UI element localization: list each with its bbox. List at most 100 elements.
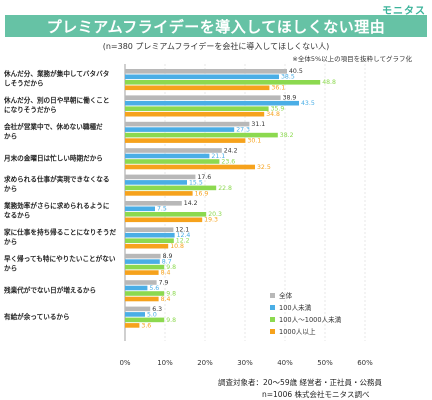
legend-label: 100人～1000人未満 <box>279 315 342 324</box>
data-label: 10.8 <box>170 243 184 250</box>
data-label: 12.4 <box>177 232 191 239</box>
data-label: 3.6 <box>141 322 151 329</box>
data-label: 9.8 <box>166 264 176 271</box>
category-label: 家に仕事を持ち帰ることになりそうだ <box>4 227 116 236</box>
bar <box>125 85 270 91</box>
data-label: 15.5 <box>189 179 203 186</box>
title-banner: プレミアムフライデーを導入してほしくない理由 <box>5 15 427 37</box>
bar <box>125 159 220 164</box>
bar <box>125 185 217 191</box>
bar <box>125 227 174 232</box>
bar <box>125 312 145 317</box>
x-tick-label: 40% <box>277 359 293 367</box>
survey-source: n=1006 株式会社モニタス調べ <box>262 390 370 399</box>
brand-logo: モニタス <box>382 6 426 17</box>
bar <box>125 69 287 74</box>
bar <box>125 270 159 275</box>
bar <box>125 217 203 223</box>
x-tick-label: 50% <box>317 359 333 367</box>
bar <box>125 138 246 143</box>
category-label: になりそうだから <box>4 105 57 114</box>
bar <box>125 306 151 312</box>
data-label: 27.3 <box>236 127 250 134</box>
bar <box>125 232 175 238</box>
bar <box>125 164 255 170</box>
category-label: から <box>4 238 17 246</box>
data-label: 32.5 <box>257 164 271 171</box>
bar <box>125 191 193 196</box>
data-label: 23.6 <box>221 158 235 165</box>
category-label: 休んだ分、別の日や早朝に働くこと <box>3 95 110 104</box>
legend-swatch <box>270 305 275 310</box>
legend-label: 100人未満 <box>279 303 312 312</box>
legend-swatch <box>270 329 275 334</box>
data-label: 8.7 <box>162 259 172 266</box>
bar <box>125 253 161 259</box>
data-label: 14.2 <box>184 200 198 207</box>
data-label: 35.9 <box>271 106 285 113</box>
data-label: 34.8 <box>266 111 280 118</box>
category-label: 会社が営業中で、休めない職種だ <box>4 122 103 131</box>
bar <box>125 317 165 323</box>
data-label: 24.2 <box>224 147 238 154</box>
data-label: 7.9 <box>159 279 169 286</box>
survey-target: 調査対象者：20～59歳 経営者・正社員・公務員 <box>218 378 382 387</box>
x-tick-label: 20% <box>197 359 213 367</box>
data-label: 9.8 <box>166 290 176 297</box>
data-label: 38.5 <box>281 74 295 81</box>
data-label: 40.5 <box>289 68 303 75</box>
legend-swatch <box>270 293 275 298</box>
data-label: 8.4 <box>161 296 171 303</box>
bar <box>125 206 155 212</box>
bar <box>125 201 182 206</box>
data-label: 12.2 <box>176 238 190 245</box>
bar <box>125 95 281 100</box>
data-label: 5.0 <box>147 311 157 318</box>
category-label: 求められる仕事が実現できなくなる <box>4 175 110 184</box>
bar <box>125 180 187 185</box>
bar <box>125 127 235 132</box>
data-label: 22.8 <box>218 185 232 192</box>
data-label: 38.9 <box>283 95 297 102</box>
bar <box>125 296 159 302</box>
bar <box>125 80 321 85</box>
category-label: 業務効率がさらに求められるように <box>3 201 110 210</box>
bar <box>125 121 250 127</box>
bar <box>125 323 140 328</box>
category-label: なるから <box>4 211 30 220</box>
x-tick-label: 30% <box>237 359 253 367</box>
data-label: 31.1 <box>251 121 265 128</box>
bar <box>125 132 278 138</box>
legend-label: 全体 <box>279 291 293 300</box>
data-label: 5.6 <box>149 285 159 292</box>
category-label: 休んだ分、業務が集中してバタバタ <box>3 69 109 78</box>
data-label: 38.2 <box>280 132 294 139</box>
bar <box>125 153 210 159</box>
data-label: 6.3 <box>152 306 162 313</box>
chart-subtitle: (n=380 プレミアムフライデーを会社に導入してほしくない人) <box>102 42 330 51</box>
bar <box>125 111 265 117</box>
category-label: 早く帰っても特にやりたいことがない <box>4 254 116 263</box>
x-tick-label: 60% <box>357 359 373 367</box>
legend-label: 1000人以上 <box>279 327 316 336</box>
data-label: 16.9 <box>195 190 209 197</box>
data-label: 8.9 <box>163 253 173 260</box>
bar <box>125 106 269 111</box>
bar <box>125 285 148 291</box>
data-label: 12.1 <box>175 227 189 234</box>
chart-note: ※全体5%以上の項目を抜粋してグラフ化 <box>292 55 412 63</box>
data-label: 9.8 <box>166 317 176 324</box>
chart-title: プレミアムフライデーを導入してほしくない理由 <box>46 17 386 36</box>
category-label: から <box>4 264 17 272</box>
data-label: 17.6 <box>197 174 211 181</box>
category-label: 残業代がでない日が増えるから <box>4 286 96 295</box>
data-label: 48.8 <box>322 79 336 86</box>
bar <box>125 148 222 153</box>
bar <box>125 74 279 80</box>
category-label: 有給が余っているから <box>4 312 70 321</box>
data-label: 19.3 <box>204 217 218 224</box>
data-label: 30.1 <box>247 138 261 145</box>
x-tick-label: 0% <box>119 359 130 367</box>
data-label: 21.1 <box>211 153 225 160</box>
